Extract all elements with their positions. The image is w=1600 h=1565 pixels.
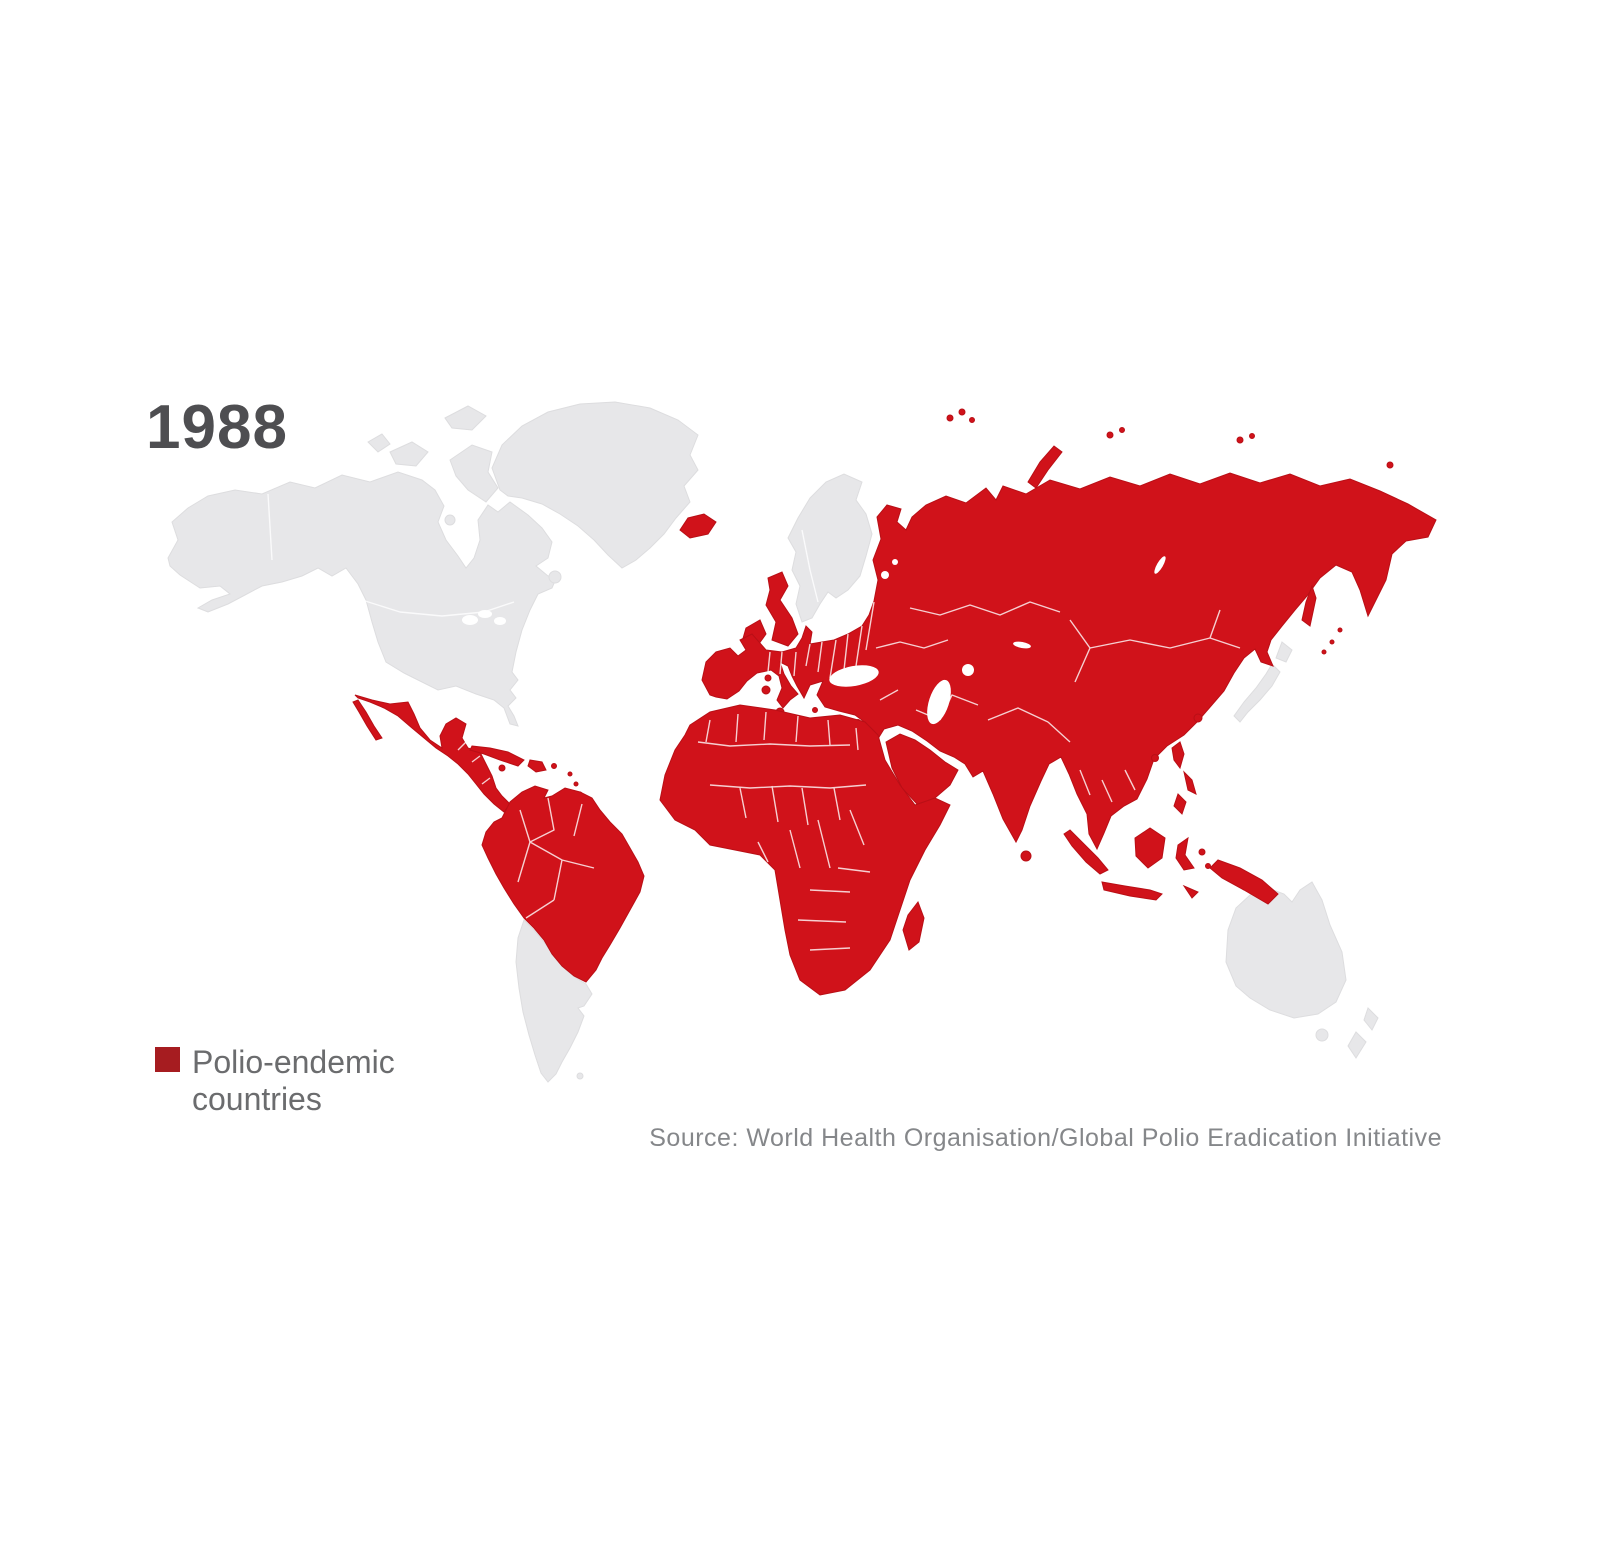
world-map [167,401,1437,1083]
region-japan [1233,641,1293,723]
legend-label-line1: Polio-endemic [192,1044,395,1080]
legend-label: Polio-endemic countries [192,1044,395,1118]
region-scandinavia [787,473,873,623]
region-arctic-islands [367,405,499,526]
region-eurasia [701,408,1437,862]
region-philippines [1171,741,1197,815]
sea-overlays [462,556,1166,725]
region-south-america-north [481,785,645,983]
legend-label-line2: countries [192,1081,322,1117]
region-australia [1225,881,1347,1042]
legend: Polio-endemic countries [155,1044,395,1118]
year-label: 1988 [146,393,288,462]
region-iceland [679,513,717,539]
region-mexico-central-america [352,694,511,813]
source-attribution: Source: World Health Organisation/Global… [649,1124,1442,1152]
legend-swatch [155,1047,180,1072]
region-greenland [491,401,699,569]
region-madagascar [902,900,925,951]
region-north-america [167,471,562,727]
country-borders [267,493,1241,951]
region-new-zealand [1347,1007,1379,1059]
region-africa [659,704,951,996]
region-maritime-southeast-asia [1063,827,1279,905]
